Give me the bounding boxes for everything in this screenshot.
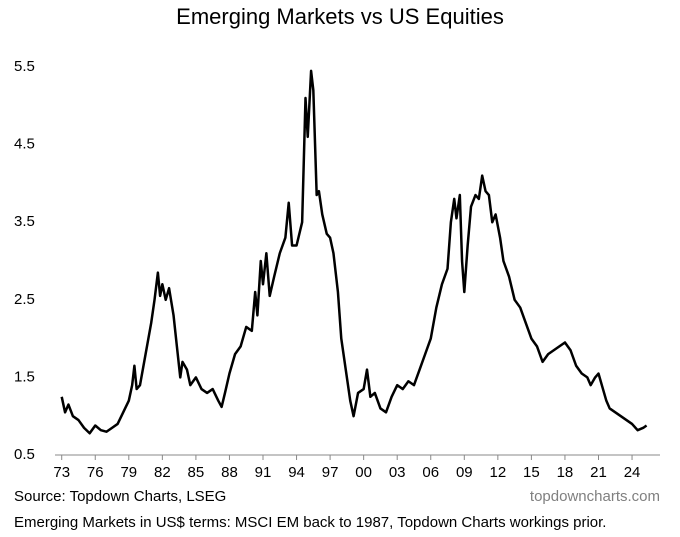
x-tick-label: 15 <box>523 464 540 481</box>
source: Source: Topdown Charts, LSEG <box>14 488 226 505</box>
x-tick-label: 09 <box>456 464 473 481</box>
watermark: topdowncharts.com <box>530 488 660 505</box>
x-tick-label: 97 <box>322 464 339 481</box>
x-tick-label: 00 <box>355 464 372 481</box>
chart-title: Emerging Markets vs US Equities <box>176 4 504 29</box>
x-tick-label: 12 <box>490 464 507 481</box>
x-tick-label: 91 <box>255 464 272 481</box>
x-tick-label: 24 <box>624 464 641 481</box>
x-tick-label: 88 <box>221 464 238 481</box>
y-tick-label: 2.5 <box>14 291 35 308</box>
x-tick-label: 73 <box>53 464 70 481</box>
y-tick-label: 1.5 <box>14 368 35 385</box>
y-tick-label: 4.5 <box>14 136 35 153</box>
x-tick-label: 21 <box>590 464 607 481</box>
x-tick-label: 79 <box>120 464 137 481</box>
y-tick-label: 5.5 <box>14 58 35 75</box>
line <box>60 69 648 435</box>
x-tick-label: 03 <box>389 464 406 481</box>
y-tick-label: 3.5 <box>14 213 35 230</box>
x-tick-label: 06 <box>422 464 439 481</box>
x-tick-label: 94 <box>288 464 305 481</box>
x-tick-label: 18 <box>557 464 574 481</box>
y-tick-label: 0.5 <box>14 446 35 463</box>
note: Emerging Markets in US$ terms: MSCI EM b… <box>14 514 606 531</box>
x-tick-label: 76 <box>87 464 104 481</box>
x-tick-label: 85 <box>188 464 205 481</box>
x-tick-label: 82 <box>154 464 171 481</box>
